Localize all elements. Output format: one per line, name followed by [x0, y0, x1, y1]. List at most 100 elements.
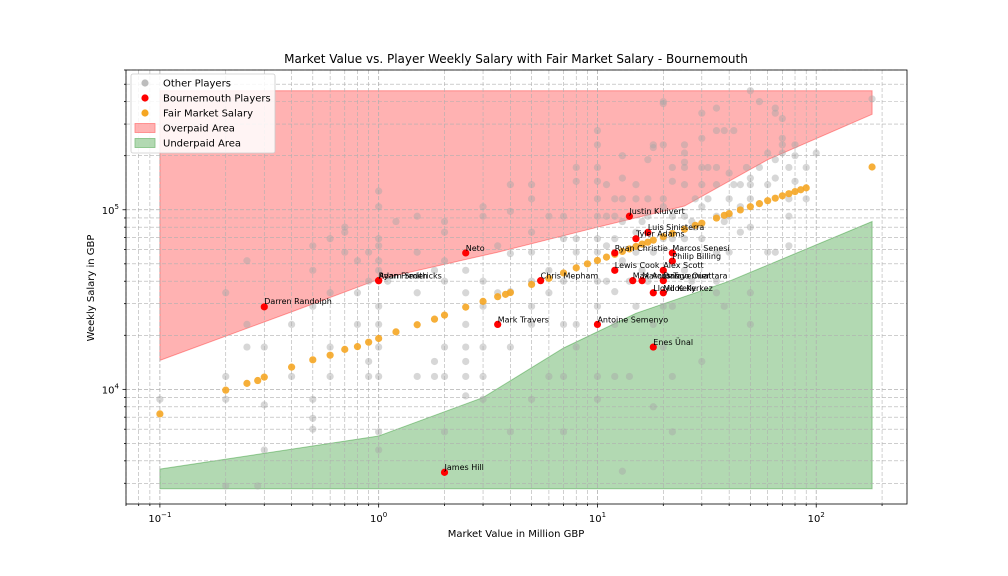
- fair-salary-point: [559, 269, 568, 277]
- legend-label: Bournemouth Players: [163, 94, 271, 105]
- bournemouth-player-point: [649, 289, 657, 297]
- other-player-point: [243, 320, 251, 328]
- other-player-point: [736, 181, 744, 189]
- other-player-point: [413, 289, 421, 297]
- other-player-point: [730, 126, 738, 135]
- other-player-point: [506, 428, 514, 436]
- other-player-point: [462, 372, 470, 381]
- fair-salary-point: [659, 233, 667, 241]
- other-player-point: [668, 428, 676, 436]
- fair-salary-point: [602, 253, 611, 261]
- other-player-point: [649, 403, 657, 411]
- other-player-point: [545, 372, 553, 381]
- fair-salary-point: [746, 203, 754, 211]
- fair-salary-point: [736, 206, 744, 214]
- player-annotation: Marcus Tavernier: [642, 272, 711, 281]
- fair-salary-point: [649, 236, 657, 244]
- other-player-point: [375, 302, 383, 310]
- player-annotation: Neto: [466, 244, 485, 253]
- other-player-point: [649, 320, 657, 328]
- other-player-point: [746, 289, 754, 297]
- player-annotation: Marcos Senesi: [672, 244, 729, 253]
- other-player-point: [659, 343, 667, 351]
- other-player-point: [611, 195, 619, 203]
- other-player-point: [392, 217, 400, 226]
- fair-salary-point: [506, 288, 514, 297]
- other-player-point: [712, 163, 721, 172]
- other-player-point: [868, 95, 876, 103]
- other-player-point: [479, 395, 487, 403]
- other-player-point: [764, 149, 772, 157]
- axes-frame: [125, 69, 908, 505]
- other-player-point: [572, 343, 580, 351]
- other-player-point: [712, 126, 721, 135]
- other-player-point: [593, 212, 602, 220]
- other-player-point: [440, 372, 449, 381]
- other-player-point: [545, 289, 553, 297]
- other-player-point: [309, 266, 317, 274]
- other-player-point: [771, 109, 779, 117]
- other-player-point: [764, 181, 772, 189]
- other-player-point: [778, 134, 786, 142]
- other-player-point: [375, 372, 383, 381]
- other-player-point: [712, 181, 721, 189]
- other-player-point: [632, 248, 640, 256]
- player-annotation: Darren Randolph: [264, 297, 332, 306]
- fair-salary-point: [712, 214, 721, 222]
- other-player-point: [375, 187, 383, 195]
- fair-salary-point: [802, 184, 810, 192]
- fair-salary-point: [222, 386, 230, 394]
- fair-salary-point: [527, 280, 536, 289]
- other-player-point: [527, 195, 536, 203]
- other-player-point: [712, 277, 721, 285]
- fair-salary-point: [797, 186, 805, 194]
- bournemouth-player-point: [629, 277, 637, 285]
- fair-salary-point: [583, 260, 592, 268]
- other-player-point: [527, 395, 536, 403]
- fair-salary-point: [618, 247, 626, 256]
- other-player-point: [712, 104, 721, 112]
- other-player-point: [688, 277, 696, 285]
- fair-salary-point: [375, 334, 383, 343]
- other-player-point: [755, 98, 764, 106]
- other-player-point: [260, 446, 268, 454]
- other-player-point: [771, 248, 779, 256]
- bournemouth-player-point: [375, 277, 383, 285]
- bournemouth-player-point: [593, 320, 602, 328]
- legend-marker: [141, 94, 149, 102]
- other-player-point: [462, 392, 470, 400]
- other-player-point: [341, 248, 349, 256]
- other-player-point: [668, 212, 676, 220]
- other-player-point: [309, 414, 317, 422]
- other-player-point: [572, 177, 580, 185]
- player-annotation: Mark Travers: [498, 315, 549, 324]
- other-player-point: [644, 212, 652, 220]
- other-player-point: [593, 126, 602, 135]
- other-player-point: [668, 235, 676, 243]
- other-player-point: [680, 181, 689, 189]
- legend-patch: [134, 123, 156, 133]
- x-tick-label: 101: [589, 511, 606, 525]
- other-player-point: [720, 302, 728, 310]
- fair-salary-point: [413, 321, 421, 329]
- other-player-point: [462, 343, 470, 351]
- other-player-point: [545, 212, 553, 220]
- fair-salary-point: [494, 293, 502, 301]
- other-player-point: [659, 302, 667, 310]
- other-player-point: [746, 223, 754, 231]
- y-tick-label: 104: [102, 382, 120, 396]
- other-player-point: [309, 302, 317, 310]
- other-player-point: [644, 156, 652, 164]
- other-player-point: [430, 266, 439, 274]
- axis-ticks: 10−1 100 101 102 104 105: [102, 69, 883, 525]
- other-player-point: [771, 104, 779, 112]
- bournemouth-player-point: [659, 266, 667, 274]
- other-player-point: [698, 235, 706, 243]
- other-player-point: [746, 320, 754, 328]
- other-player-point: [659, 195, 667, 203]
- other-player-point: [365, 277, 373, 285]
- x-tick-label: 10−1: [148, 511, 171, 525]
- other-player-point: [559, 372, 568, 381]
- other-player-point: [494, 242, 502, 250]
- other-player-point: [365, 357, 373, 366]
